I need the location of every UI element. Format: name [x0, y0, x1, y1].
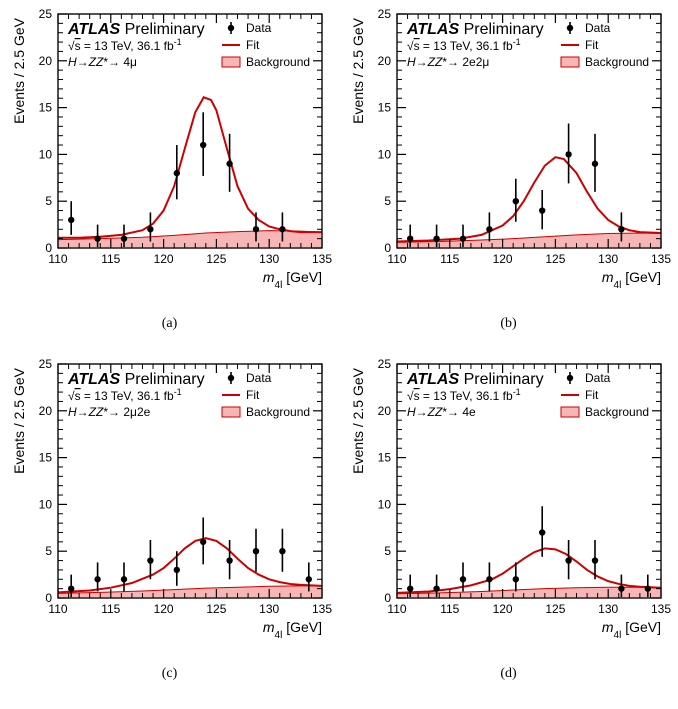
svg-text:ATLAS Preliminary: ATLAS Preliminary — [406, 21, 544, 38]
svg-text:Background: Background — [585, 55, 649, 69]
svg-text:125: 125 — [545, 252, 565, 266]
svg-text:Events / 2.5 GeV: Events / 2.5 GeV — [350, 367, 366, 473]
plot-d: 1101151201251301350510152025m4l [GeV]Eve… — [339, 350, 678, 660]
svg-text:H→ZZ*→ 2e2μ: H→ZZ*→ 2e2μ — [407, 55, 489, 69]
panel-a: 1101151201251301350510152025m4l [GeV]Eve… — [0, 0, 339, 350]
svg-text:√s = 13 TeV, 36.1 fb-1: √s = 13 TeV, 36.1 fb-1 — [407, 37, 521, 53]
figure-grid: 1101151201251301350510152025m4l [GeV]Eve… — [0, 0, 678, 700]
svg-text:120: 120 — [154, 602, 174, 616]
svg-text:Events / 2.5 GeV: Events / 2.5 GeV — [11, 17, 27, 123]
svg-text:10: 10 — [39, 497, 53, 511]
svg-text:H→ZZ*→ 4e: H→ZZ*→ 4e — [407, 405, 476, 419]
svg-text:5: 5 — [384, 544, 391, 558]
svg-text:0: 0 — [45, 241, 52, 255]
svg-text:125: 125 — [206, 252, 226, 266]
svg-text:ATLAS Preliminary: ATLAS Preliminary — [67, 371, 205, 388]
sublabel-a: (a) — [162, 316, 178, 332]
svg-text:√s = 13 TeV, 36.1 fb-1: √s = 13 TeV, 36.1 fb-1 — [407, 387, 521, 403]
svg-text:Background: Background — [246, 55, 310, 69]
svg-text:10: 10 — [378, 147, 392, 161]
svg-text:10: 10 — [378, 497, 392, 511]
svg-text:m4l [GeV]: m4l [GeV] — [263, 269, 322, 291]
svg-text:Events / 2.5 GeV: Events / 2.5 GeV — [350, 17, 366, 123]
plot-a: 1101151201251301350510152025m4l [GeV]Eve… — [0, 0, 339, 310]
svg-text:m4l [GeV]: m4l [GeV] — [602, 619, 661, 641]
svg-text:0: 0 — [384, 241, 391, 255]
svg-text:15: 15 — [39, 101, 53, 115]
svg-text:15: 15 — [378, 101, 392, 115]
svg-text:√s = 13 TeV, 36.1 fb-1: √s = 13 TeV, 36.1 fb-1 — [68, 387, 182, 403]
plot-b: 1101151201251301350510152025m4l [GeV]Eve… — [339, 0, 678, 310]
svg-text:5: 5 — [45, 194, 52, 208]
svg-text:20: 20 — [378, 54, 392, 68]
svg-text:120: 120 — [154, 252, 174, 266]
svg-text:115: 115 — [440, 252, 459, 266]
sublabel-b: (b) — [500, 316, 516, 332]
svg-text:5: 5 — [384, 194, 391, 208]
svg-text:15: 15 — [378, 451, 392, 465]
svg-text:Data: Data — [585, 371, 611, 385]
svg-text:Events / 2.5 GeV: Events / 2.5 GeV — [11, 367, 27, 473]
panel-d: 1101151201251301350510152025m4l [GeV]Eve… — [339, 350, 678, 700]
svg-text:Data: Data — [246, 21, 272, 35]
svg-text:20: 20 — [39, 404, 53, 418]
svg-text:√s = 13 TeV, 36.1 fb-1: √s = 13 TeV, 36.1 fb-1 — [68, 37, 182, 53]
svg-text:125: 125 — [206, 602, 226, 616]
panel-c: 1101151201251301350510152025m4l [GeV]Eve… — [0, 350, 339, 700]
svg-text:Fit: Fit — [585, 388, 599, 402]
svg-text:10: 10 — [39, 147, 53, 161]
svg-text:5: 5 — [45, 544, 52, 558]
svg-text:115: 115 — [101, 602, 120, 616]
svg-text:135: 135 — [312, 252, 332, 266]
svg-text:25: 25 — [378, 7, 392, 21]
svg-text:Background: Background — [585, 405, 649, 419]
svg-text:130: 130 — [259, 252, 279, 266]
svg-text:25: 25 — [39, 357, 53, 371]
svg-text:m4l [GeV]: m4l [GeV] — [602, 269, 661, 291]
svg-text:0: 0 — [384, 591, 391, 605]
svg-text:25: 25 — [378, 357, 392, 371]
svg-text:135: 135 — [312, 602, 332, 616]
svg-text:H→ZZ*→ 4μ: H→ZZ*→ 4μ — [68, 55, 137, 69]
svg-text:20: 20 — [378, 404, 392, 418]
svg-text:ATLAS Preliminary: ATLAS Preliminary — [67, 21, 205, 38]
svg-text:130: 130 — [598, 252, 618, 266]
svg-text:Data: Data — [585, 21, 611, 35]
svg-text:130: 130 — [598, 602, 618, 616]
svg-text:Background: Background — [246, 405, 310, 419]
plot-c: 1101151201251301350510152025m4l [GeV]Eve… — [0, 350, 339, 660]
svg-text:Fit: Fit — [246, 38, 260, 52]
svg-text:115: 115 — [440, 602, 459, 616]
svg-text:Data: Data — [246, 371, 272, 385]
sublabel-c: (c) — [162, 666, 178, 682]
svg-text:H→ZZ*→ 2μ2e: H→ZZ*→ 2μ2e — [68, 405, 151, 419]
svg-text:ATLAS Preliminary: ATLAS Preliminary — [406, 371, 544, 388]
panel-b: 1101151201251301350510152025m4l [GeV]Eve… — [339, 0, 678, 350]
svg-text:120: 120 — [493, 602, 513, 616]
svg-text:135: 135 — [651, 602, 671, 616]
svg-text:125: 125 — [545, 602, 565, 616]
sublabel-d: (d) — [500, 666, 516, 682]
svg-text:135: 135 — [651, 252, 671, 266]
svg-text:120: 120 — [493, 252, 513, 266]
svg-text:Fit: Fit — [246, 388, 260, 402]
svg-text:20: 20 — [39, 54, 53, 68]
svg-text:Fit: Fit — [585, 38, 599, 52]
svg-text:25: 25 — [39, 7, 53, 21]
svg-text:15: 15 — [39, 451, 53, 465]
svg-text:m4l [GeV]: m4l [GeV] — [263, 619, 322, 641]
svg-text:0: 0 — [45, 591, 52, 605]
svg-text:115: 115 — [101, 252, 120, 266]
svg-text:130: 130 — [259, 602, 279, 616]
